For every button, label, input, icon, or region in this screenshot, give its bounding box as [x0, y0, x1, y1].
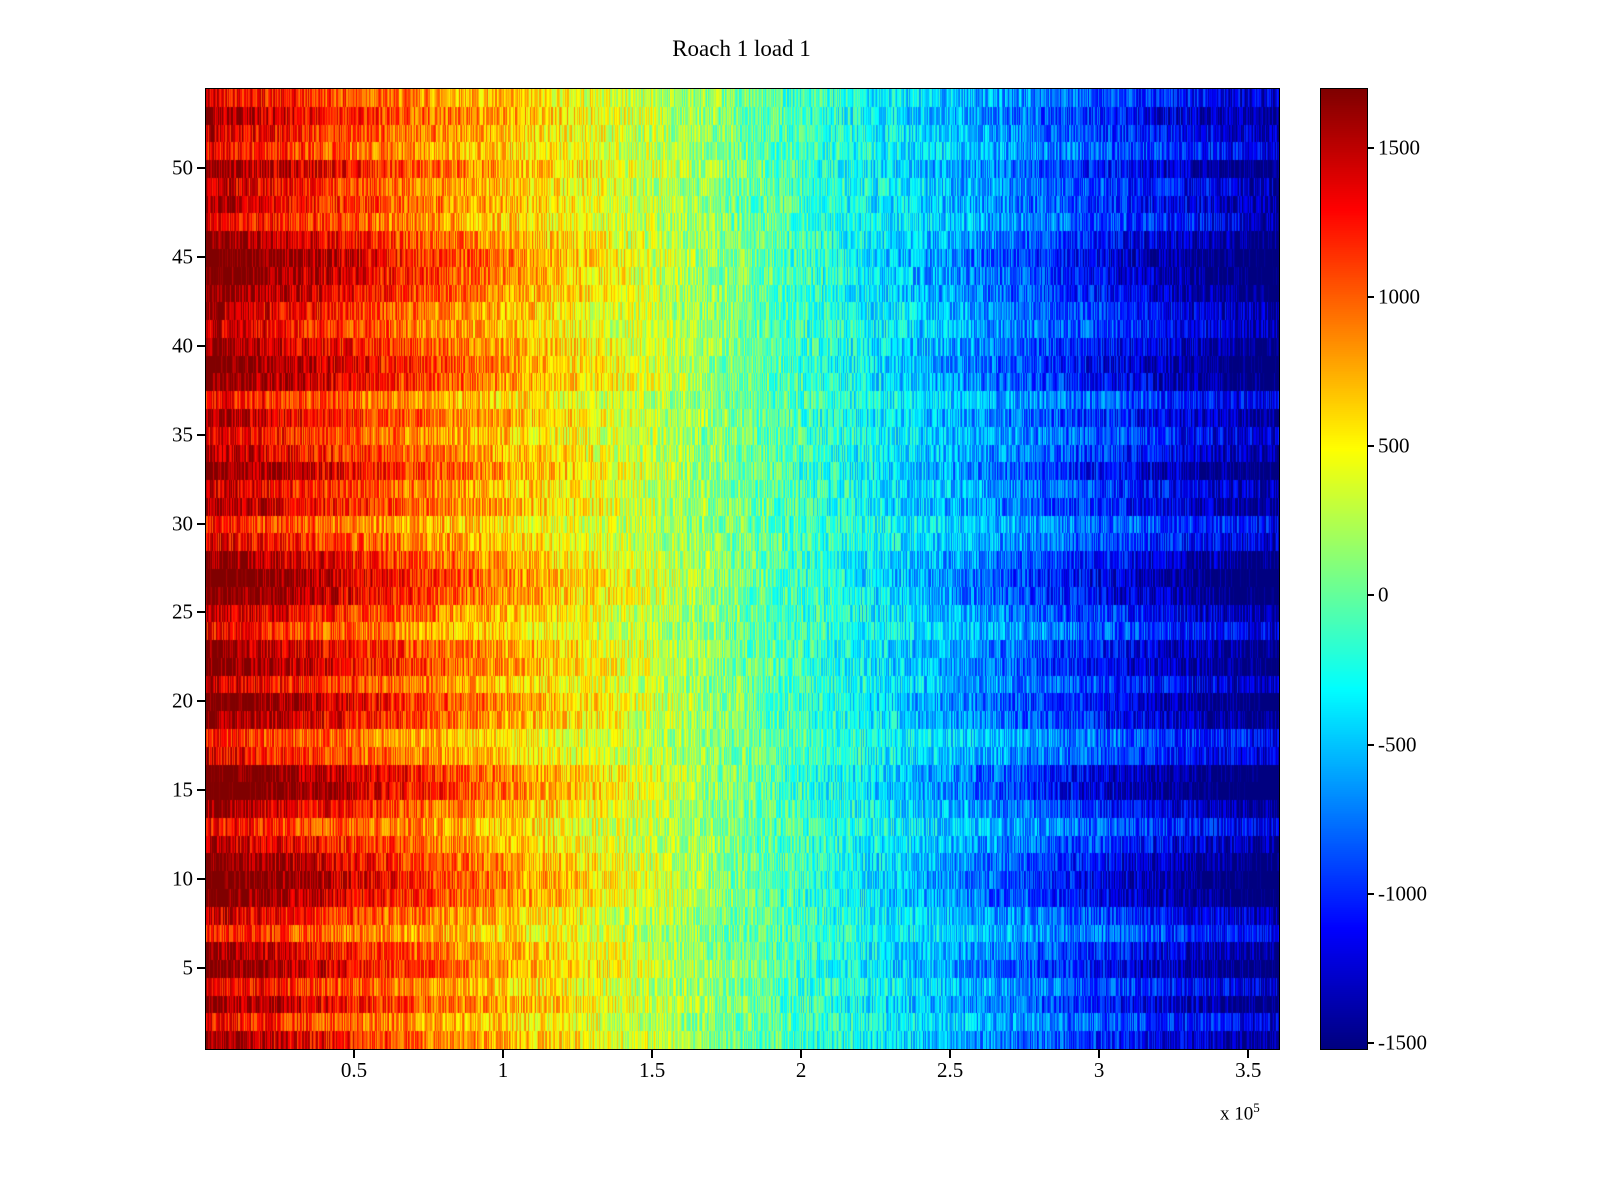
- x-tick-label: 1: [497, 1058, 509, 1082]
- y-tick-label: 15: [172, 777, 193, 802]
- tick-mark: [197, 255, 205, 258]
- y-tick-label: 25: [172, 599, 193, 624]
- tick-mark: [197, 167, 205, 169]
- tick-mark: [949, 1050, 952, 1058]
- colorbar-tick-label: -500: [1378, 732, 1417, 757]
- tick-mark: [1368, 295, 1374, 298]
- x-axis-exponent-base: x 10: [1220, 1103, 1254, 1125]
- colorbar-tick-label: -1500: [1378, 1030, 1427, 1055]
- chart-title: Roach 1 load 1: [672, 36, 811, 61]
- tick-mark: [800, 1050, 803, 1058]
- colorbar: [1320, 88, 1368, 1050]
- tick-mark: [1368, 743, 1374, 746]
- x-tick-label: 2: [795, 1058, 807, 1082]
- y-tick-label: 20: [172, 688, 193, 713]
- x-tick-label: 2.5: [937, 1058, 964, 1082]
- tick-mark: [197, 611, 205, 614]
- colorbar-tick-label: 0: [1378, 582, 1389, 607]
- y-tick-label: 50: [172, 155, 193, 180]
- tick-mark: [1368, 594, 1374, 597]
- tick-mark: [197, 522, 205, 525]
- tick-mark: [1368, 1042, 1374, 1045]
- tick-mark: [197, 789, 205, 792]
- y-tick-label: 40: [172, 333, 193, 358]
- y-tick-label: 35: [172, 422, 193, 447]
- tick-mark: [197, 700, 205, 703]
- tick-mark: [1368, 146, 1374, 149]
- tick-mark: [1247, 1050, 1250, 1058]
- colorbar-tick-label: 500: [1378, 433, 1410, 458]
- tick-mark: [197, 433, 205, 436]
- heatmap-plot-area: [205, 88, 1280, 1050]
- heatmap-canvas: [206, 89, 1279, 1049]
- colorbar-tick-label: 1000: [1378, 284, 1420, 309]
- x-tick-label: 1.5: [638, 1058, 666, 1082]
- colorbar-tick-label: 1500: [1378, 135, 1420, 160]
- y-tick-label: 5: [182, 955, 194, 980]
- tick-mark: [1098, 1050, 1101, 1058]
- colorbar-tick-label: -1000: [1378, 881, 1427, 906]
- x-axis-exponent-power: 5: [1253, 1100, 1260, 1115]
- tick-mark: [197, 344, 205, 347]
- tick-mark: [651, 1050, 654, 1058]
- y-tick-label: 10: [172, 866, 193, 891]
- tick-mark: [1368, 892, 1374, 895]
- y-tick-label: 45: [172, 244, 193, 269]
- tick-mark: [1368, 445, 1374, 448]
- x-tick-label: 3: [1093, 1058, 1105, 1082]
- tick-mark: [502, 1050, 505, 1058]
- tick-mark: [353, 1050, 356, 1058]
- colorbar-canvas: [1321, 89, 1367, 1049]
- x-tick-label: 3.5: [1235, 1058, 1262, 1082]
- x-tick-label: 0.5: [340, 1058, 368, 1082]
- tick-mark: [197, 967, 205, 969]
- tick-mark: [197, 878, 205, 881]
- x-axis-exponent-label: x 105: [1220, 1100, 1260, 1125]
- y-tick-label: 30: [172, 511, 193, 536]
